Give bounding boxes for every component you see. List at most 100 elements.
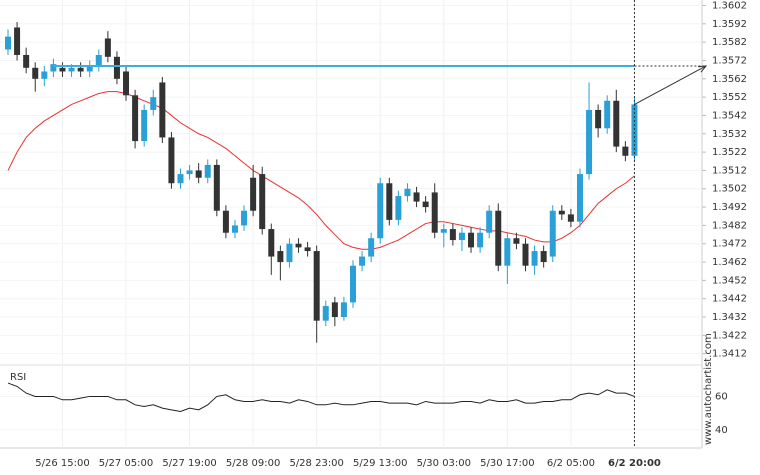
candle-body [495, 210, 502, 266]
candle-body [286, 243, 293, 263]
candle-body [504, 238, 511, 266]
y-tick-label: 1.3532 [712, 129, 747, 140]
candle-body [123, 71, 130, 96]
x-tick-label: 5/30 17:00 [480, 458, 534, 469]
rsi-label: RSI [10, 372, 26, 383]
candle-body [259, 174, 266, 230]
candle-body [68, 67, 75, 72]
y-tick-label: 1.3572 [712, 55, 747, 66]
candle-body [132, 95, 139, 142]
y-tick-label: 1.3602 [712, 0, 747, 11]
y-tick-label: 1.3522 [712, 147, 747, 158]
y-tick-label: 1.3512 [712, 165, 747, 176]
candle-body [204, 164, 211, 178]
candle-body [59, 67, 66, 72]
candle-body [295, 243, 302, 248]
candle-body [413, 192, 420, 202]
arrow-head [697, 65, 708, 73]
candle-body [177, 174, 184, 184]
candle-body [32, 67, 39, 79]
candle-body [213, 164, 220, 211]
y-tick-label: 1.3502 [712, 184, 747, 195]
candle-body [540, 251, 547, 263]
y-tick-label: 1.3562 [712, 74, 747, 85]
y-tick-label: 1.3552 [712, 92, 747, 103]
candle-body [23, 54, 30, 68]
candle-body [513, 238, 520, 244]
x-tick-label: 5/30 03:00 [417, 458, 471, 469]
x-tick-label: 5/28 23:00 [289, 458, 343, 469]
candle-body [586, 109, 593, 175]
candle-body [95, 54, 102, 66]
candle-body [86, 65, 93, 72]
candle-body [241, 210, 248, 226]
candle-body [368, 238, 375, 257]
candle-body [313, 251, 320, 321]
candle-body [477, 232, 484, 248]
rsi-tick-label: 60 [715, 391, 728, 402]
candle-body [422, 201, 429, 208]
candle-body [113, 56, 120, 79]
candle-body [613, 100, 620, 147]
y-tick-label: 1.3472 [712, 239, 747, 250]
candle-body [14, 27, 21, 55]
candle-body [404, 188, 411, 197]
candle-body [150, 97, 157, 110]
y-tick-label: 1.3432 [712, 312, 747, 323]
candle-body [268, 229, 275, 257]
candle-body [340, 302, 347, 318]
candle-body [449, 229, 456, 241]
y-tick-label: 1.3542 [712, 110, 747, 121]
candle-body [231, 225, 238, 233]
y-tick-label: 1.3412 [712, 349, 747, 360]
candle-body [531, 251, 538, 266]
moving-average [7, 91, 635, 250]
candle-body [222, 210, 229, 233]
y-tick-label: 1.3452 [712, 275, 747, 286]
candle-body [386, 183, 393, 220]
y-tick-label: 1.3462 [712, 257, 747, 268]
candle-body [50, 64, 57, 72]
candle-body [277, 251, 284, 263]
y-tick-label: 1.3492 [712, 202, 747, 213]
candle-body [331, 302, 338, 318]
x-tick-label: 5/27 05:00 [99, 458, 153, 469]
candle-body [458, 232, 465, 241]
x-tick-label: 6/2 20:00 [608, 458, 661, 469]
candle-body [350, 265, 356, 303]
candle-body [486, 210, 493, 233]
candle-body [168, 137, 175, 184]
candle-body [431, 192, 438, 233]
candle-body [549, 210, 556, 257]
candle-body [304, 247, 311, 252]
x-tick-label: 5/28 09:00 [226, 458, 280, 469]
candle-body [595, 109, 602, 129]
candle-body [250, 177, 257, 211]
candle-body [631, 104, 638, 156]
candle-body [159, 82, 166, 138]
x-tick-label: 5/29 13:00 [353, 458, 407, 469]
candle-body [359, 256, 366, 266]
x-tick-label: 5/26 15:00 [35, 458, 89, 469]
candle-body [567, 214, 574, 222]
projection-arrow [634, 65, 707, 105]
candle-body [195, 170, 202, 178]
candle-body [77, 67, 84, 72]
rsi-line [7, 382, 635, 413]
candle-body [141, 109, 148, 142]
candle-body [622, 146, 629, 156]
plot-background [0, 0, 702, 475]
watermark: www.autochartist.com [703, 333, 714, 445]
rsi-tick-label: 40 [715, 425, 728, 436]
candle-body [522, 243, 529, 266]
y-tick-label: 1.3482 [712, 220, 747, 231]
candle-body [468, 232, 475, 248]
x-tick-label: 5/27 19:00 [162, 458, 216, 469]
candle-body [104, 38, 111, 57]
candle-body [558, 210, 565, 215]
candle-body [41, 71, 48, 79]
y-tick-label: 1.3442 [712, 294, 747, 305]
candle-body [604, 100, 611, 129]
candle-body [440, 229, 447, 233]
